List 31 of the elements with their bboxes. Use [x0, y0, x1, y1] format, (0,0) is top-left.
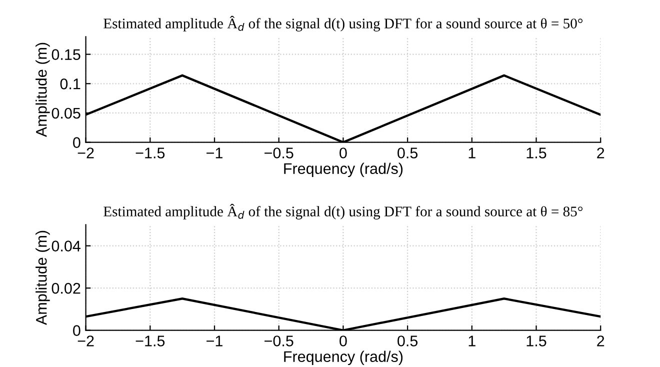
x-tick-label: −1.5 [136, 148, 165, 158]
x-tick-label: 1 [468, 336, 476, 346]
chart-title: Estimated amplitude Â$_{d}$ of the signal d(t) using DFT for a sound source at θ = 85° [104, 204, 583, 220]
y-axis-title: Amplitude (m) [36, 230, 50, 325]
x-tick-label: −0.5 [264, 336, 294, 346]
x-tick-label: 1.5 [526, 148, 546, 158]
x-tick-label: −2 [78, 148, 94, 158]
x-tick-label: 0 [340, 336, 347, 346]
y-axis-title: Amplitude (m) [36, 42, 50, 138]
y-tick-label: 0.1 [60, 78, 80, 90]
x-tick-label: −1 [206, 336, 222, 346]
x-tick-label: 1.5 [526, 336, 546, 346]
x-tick-label: 2 [597, 148, 604, 158]
x-tick-label: 0.5 [398, 336, 418, 346]
y-tick-label: 0.04 [52, 240, 80, 252]
x-tick-label: 0.5 [398, 148, 418, 158]
y-tick-label: 0 [73, 325, 80, 336]
x-axis-title: Frequency (rad/s) [284, 162, 403, 178]
x-tick-label: 1 [468, 148, 476, 158]
x-tick-label: 0 [340, 148, 347, 158]
x-tick-label: −0.5 [264, 148, 294, 158]
x-tick-label: −2 [78, 336, 94, 346]
x-axis-title: Frequency (rad/s) [284, 350, 403, 366]
x-tick-label: −1.5 [136, 336, 165, 346]
x-tick-label: 2 [597, 336, 604, 346]
y-tick-label: 0 [73, 137, 80, 148]
y-tick-label: 0.02 [52, 282, 80, 294]
chart-title: Estimated amplitude Â$_{d}$ of the signal d(t) using DFT for a sound source at θ = 50° [104, 16, 583, 32]
y-tick-label: 0.05 [52, 108, 80, 119]
x-tick-label: −1 [206, 148, 222, 158]
y-tick-label: 0.15 [52, 49, 80, 60]
